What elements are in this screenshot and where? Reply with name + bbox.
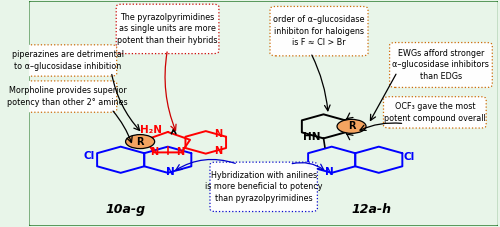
Circle shape xyxy=(337,119,366,133)
Text: Cl: Cl xyxy=(84,151,95,161)
FancyBboxPatch shape xyxy=(210,162,318,212)
Text: HN: HN xyxy=(303,132,320,142)
Text: 10a-g: 10a-g xyxy=(106,203,146,216)
FancyBboxPatch shape xyxy=(18,45,116,76)
Text: EWGs afford stronger
α–glucosidase inhibitors
than EDGs: EWGs afford stronger α–glucosidase inhib… xyxy=(392,49,490,81)
FancyBboxPatch shape xyxy=(116,4,219,54)
FancyBboxPatch shape xyxy=(270,6,368,56)
FancyBboxPatch shape xyxy=(390,42,492,87)
Text: order of α–glucosidase
inhibiton for haloigens
is F ≈ Cl > Br: order of α–glucosidase inhibiton for hal… xyxy=(274,15,365,47)
Text: N: N xyxy=(176,147,184,157)
FancyBboxPatch shape xyxy=(384,97,486,128)
Text: R: R xyxy=(348,121,356,131)
Text: Hybridization with anilines
is more beneficial to potency
than pyrazolpyrimidine: Hybridization with anilines is more bene… xyxy=(205,171,322,203)
FancyBboxPatch shape xyxy=(28,0,500,227)
Text: H₂N: H₂N xyxy=(140,125,162,135)
Text: N: N xyxy=(214,128,222,138)
Text: N: N xyxy=(166,167,174,177)
Text: Cl: Cl xyxy=(403,152,414,162)
Text: OCF₃ gave the most
potent compound overall: OCF₃ gave the most potent compound overa… xyxy=(384,102,486,123)
Circle shape xyxy=(126,135,154,149)
FancyBboxPatch shape xyxy=(18,81,116,112)
Text: N: N xyxy=(150,147,158,157)
Text: The pyrazolpyrimidines
as single units are more
potent than their hybrids: The pyrazolpyrimidines as single units a… xyxy=(118,13,218,45)
Text: N: N xyxy=(214,146,222,156)
Text: Morpholine provides superior
potency than other 2° amines: Morpholine provides superior potency tha… xyxy=(8,86,128,107)
Text: R: R xyxy=(136,137,144,147)
Text: piperazines are detrimental
to α–glucosidase inhibition: piperazines are detrimental to α–glucosi… xyxy=(12,50,124,71)
Text: N: N xyxy=(325,167,334,177)
Text: 12a-h: 12a-h xyxy=(352,203,392,216)
